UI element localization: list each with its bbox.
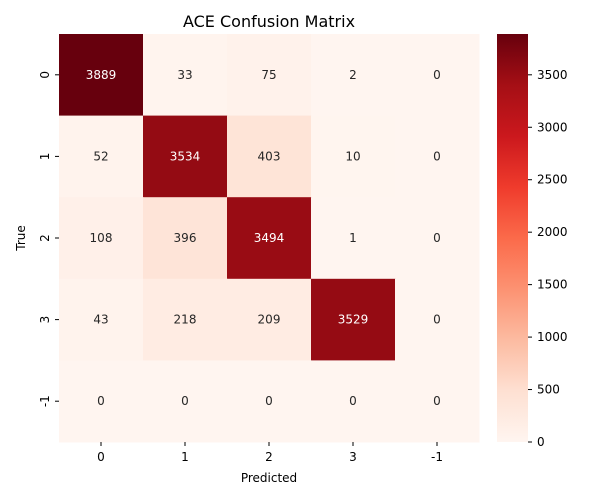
cell-value-label: 3494 xyxy=(254,231,285,245)
heatmap-cell xyxy=(395,34,480,117)
cell-value-label: 33 xyxy=(177,68,192,82)
heatmap-cell xyxy=(311,360,396,443)
cell-value-label: 403 xyxy=(258,149,281,163)
heatmap-cell xyxy=(395,360,480,443)
heatmap-cell xyxy=(143,278,228,361)
heatmap-cell xyxy=(143,197,228,280)
cell-value-label: 0 xyxy=(433,149,441,163)
x-tick-label: -1 xyxy=(431,450,443,464)
cell-value-label: 0 xyxy=(97,394,105,408)
heatmap-cell xyxy=(311,34,396,117)
heatmap-cell xyxy=(395,115,480,198)
cell-value-label: 2 xyxy=(349,68,357,82)
cell-value-label: 209 xyxy=(258,313,281,327)
cell-value-label: 3534 xyxy=(170,149,201,163)
y-axis-label: True xyxy=(14,225,28,252)
colorbar-ticks: 0 500 1000 1500 2000 2500 3000 3500 xyxy=(528,68,568,449)
heatmap-cell xyxy=(59,115,144,198)
colorbar-tick-label: 1000 xyxy=(537,330,568,344)
heatmap-cell xyxy=(143,115,228,198)
y-tick-label: 2 xyxy=(38,234,52,242)
heatmap-cell xyxy=(311,278,396,361)
heatmap-cell xyxy=(59,360,144,443)
cell-value-label: 43 xyxy=(93,313,108,327)
heatmap-cell xyxy=(311,197,396,280)
cell-value-label: 396 xyxy=(174,231,197,245)
y-tick-label: -1 xyxy=(38,395,52,407)
heatmap-cell xyxy=(227,360,312,443)
cell-value-label: 0 xyxy=(181,394,189,408)
x-tick-label: 2 xyxy=(265,450,273,464)
heatmap-cell xyxy=(143,360,228,443)
cell-value-label: 75 xyxy=(261,68,276,82)
heatmap-cell xyxy=(227,197,312,280)
chart-title: ACE Confusion Matrix xyxy=(183,12,355,31)
heatmap-cells xyxy=(59,34,480,443)
cell-value-label: 0 xyxy=(433,313,441,327)
y-axis-ticks: 0 1 2 3 -1 xyxy=(38,71,59,407)
cell-value-label: 3889 xyxy=(86,68,117,82)
x-tick-label: 0 xyxy=(97,450,105,464)
y-tick-label: 3 xyxy=(38,316,52,324)
cell-value-label: 0 xyxy=(265,394,273,408)
heatmap-cell xyxy=(227,34,312,117)
cell-value-label: 0 xyxy=(349,394,357,408)
cell-value-label: 3529 xyxy=(338,313,369,327)
colorbar-tick-label: 500 xyxy=(537,383,560,397)
x-tick-label: 3 xyxy=(349,450,357,464)
heatmap-cell xyxy=(395,197,480,280)
x-tick-label: 1 xyxy=(181,450,189,464)
cell-value-label: 0 xyxy=(433,68,441,82)
colorbar-tick-label: 0 xyxy=(537,435,545,449)
cell-value-label: 1 xyxy=(349,231,357,245)
cell-value-label: 108 xyxy=(90,231,113,245)
x-axis-ticks: 0 1 2 3 -1 xyxy=(97,442,443,464)
heatmap-cell xyxy=(395,278,480,361)
colorbar-tick-label: 2500 xyxy=(537,173,568,187)
colorbar-tick-label: 3500 xyxy=(537,68,568,82)
cell-value-label: 52 xyxy=(93,149,108,163)
cell-value-label: 0 xyxy=(433,394,441,408)
heatmap-cell xyxy=(59,34,144,117)
colorbar-tick-label: 2000 xyxy=(537,225,568,239)
heatmap-cell xyxy=(143,34,228,117)
heatmap-cell xyxy=(227,278,312,361)
colorbar xyxy=(497,34,528,442)
heatmap-cell xyxy=(227,115,312,198)
cell-value-label: 10 xyxy=(345,149,360,163)
cell-value-label: 218 xyxy=(174,313,197,327)
heatmap-cell xyxy=(59,278,144,361)
heatmap-cell xyxy=(311,115,396,198)
x-axis-label: Predicted xyxy=(241,471,297,485)
cell-value-label: 0 xyxy=(433,231,441,245)
colorbar-tick-label: 1500 xyxy=(537,278,568,292)
heatmap-cell xyxy=(59,197,144,280)
colorbar-tick-label: 3000 xyxy=(537,120,568,134)
y-tick-label: 1 xyxy=(38,153,52,161)
y-tick-label: 0 xyxy=(38,71,52,79)
